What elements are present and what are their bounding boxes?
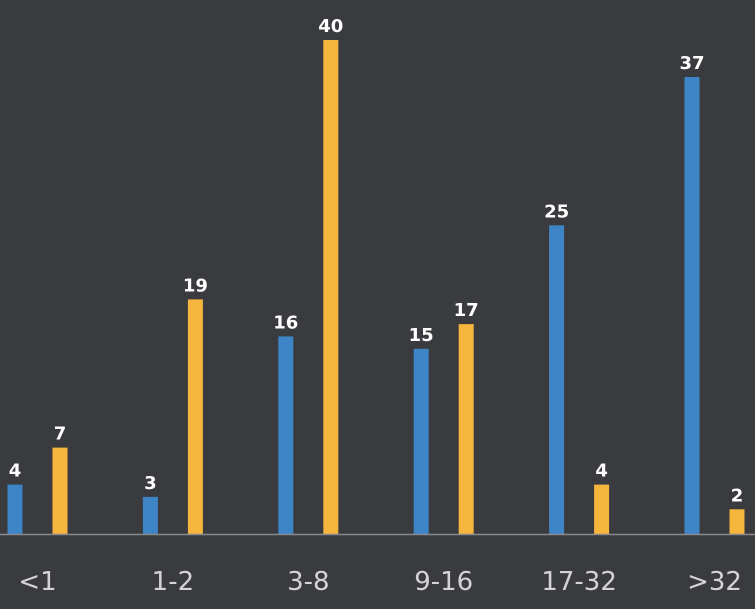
bar-series2-1 [187, 299, 203, 534]
data-label-series1-2: 16 [273, 312, 298, 333]
bar-series1-2 [278, 336, 294, 534]
data-label-series2-2: 40 [318, 16, 343, 37]
x-tick-label-4: 17-32 [541, 567, 617, 597]
data-label-series2-1: 19 [183, 275, 208, 296]
data-label-series2-0: 7 [54, 424, 67, 445]
x-tick-label-1: 1-2 [152, 567, 194, 597]
data-label-series1-3: 15 [409, 325, 434, 346]
x-tick-label-3: 9-16 [414, 567, 473, 597]
bar-series2-0 [52, 447, 68, 534]
x-tick-labels-layer: <1 1-2 3-8 9-16 17-32 >32 [18, 567, 742, 597]
bar-series2-3 [458, 324, 474, 534]
data-label-series2-5: 2 [731, 485, 744, 506]
bars-layer [7, 40, 745, 535]
bar-series1-5 [684, 77, 700, 534]
bar-series2-4 [594, 484, 610, 534]
data-label-series1-5: 37 [679, 53, 704, 74]
bar-series1-1 [142, 496, 158, 534]
data-label-series1-4: 25 [544, 201, 569, 222]
data-label-series2-4: 4 [595, 461, 608, 482]
bar-series2-2 [323, 40, 339, 534]
data-label-series1-1: 3 [144, 473, 157, 494]
x-tick-label-2: 3-8 [287, 567, 329, 597]
bar-series1-3 [413, 348, 429, 535]
data-label-series2-3: 17 [454, 300, 479, 321]
value-labels-layer: 4 7 3 19 16 40 15 17 25 4 37 2 [9, 16, 744, 506]
data-label-series1-0: 4 [9, 461, 22, 482]
bar-series2-5 [729, 509, 745, 534]
bar-series1-4 [549, 225, 565, 535]
x-tick-label-0: <1 [18, 567, 56, 597]
x-tick-label-5: >32 [687, 567, 742, 597]
bar-series1-0 [7, 484, 23, 534]
